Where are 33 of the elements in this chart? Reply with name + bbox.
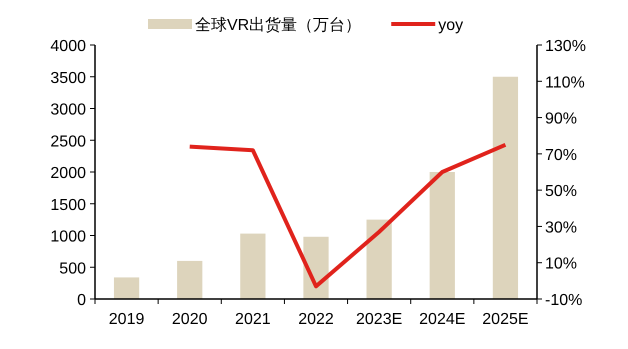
y-tick-label: 500 — [59, 260, 86, 278]
x-tick-label: 2023E — [356, 311, 402, 328]
y2-tick-label: 30% — [545, 219, 578, 236]
x-tick-label: 2025E — [482, 311, 529, 328]
y-tick-label: 4000 — [50, 38, 86, 55]
y-tick-label: 3000 — [50, 102, 86, 118]
bar — [114, 277, 140, 299]
y-tick-label: 1000 — [50, 228, 86, 246]
y2-tick-label: 70% — [545, 146, 578, 164]
y2-tick-label: 50% — [545, 183, 578, 200]
bar — [177, 260, 202, 299]
y-tick-label: 3500 — [50, 70, 86, 87]
legend-label: 全球VR出货量（万台） — [195, 16, 362, 34]
x-tick-label: 2024E — [419, 311, 466, 328]
bar — [240, 234, 266, 299]
x-tick-label: 2021 — [235, 311, 271, 328]
y-tick-label: 0 — [77, 292, 86, 309]
bar — [430, 172, 455, 299]
y-tick-label: 2000 — [50, 165, 86, 182]
y2-tick-label: 10% — [545, 256, 578, 273]
y2-tick-label: 130% — [545, 38, 586, 55]
x-tick-label: 2019 — [108, 311, 144, 328]
y2-tick-label: -10% — [545, 292, 582, 309]
y-tick-label: 2500 — [50, 133, 86, 150]
bar — [492, 76, 518, 299]
y2-tick-label: 110% — [545, 74, 585, 92]
y-tick-label: 1500 — [50, 196, 86, 214]
y2-tick-label: 90% — [545, 110, 578, 128]
x-tick-label: 2020 — [172, 311, 208, 328]
x-tick-label: 2022 — [298, 311, 334, 328]
legend-label: yoy — [438, 17, 464, 34]
line-series — [188, 142, 508, 288]
bar — [366, 220, 392, 299]
